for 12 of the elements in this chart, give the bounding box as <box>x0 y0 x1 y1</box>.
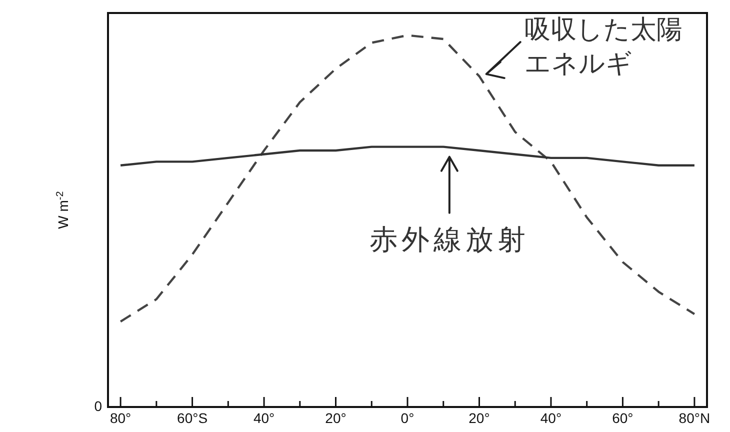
annotation: 吸収した太陽エネルギ <box>524 15 682 80</box>
x-tick-label: 40° <box>540 410 562 426</box>
annotation: 赤外線放射 <box>369 222 530 256</box>
x-tick-label: 20° <box>325 410 346 426</box>
x-tick-label: 20° <box>468 410 490 426</box>
x-tick-label: 60° <box>612 410 634 426</box>
x-tick-label: 80°N <box>678 410 710 426</box>
x-tick-label: 60°S <box>177 410 208 426</box>
text: 0 <box>94 398 102 414</box>
x-tick-label: 80° <box>110 410 132 426</box>
x-tick-label: 40° <box>253 410 275 426</box>
x-tick-label: 0° <box>400 410 414 426</box>
